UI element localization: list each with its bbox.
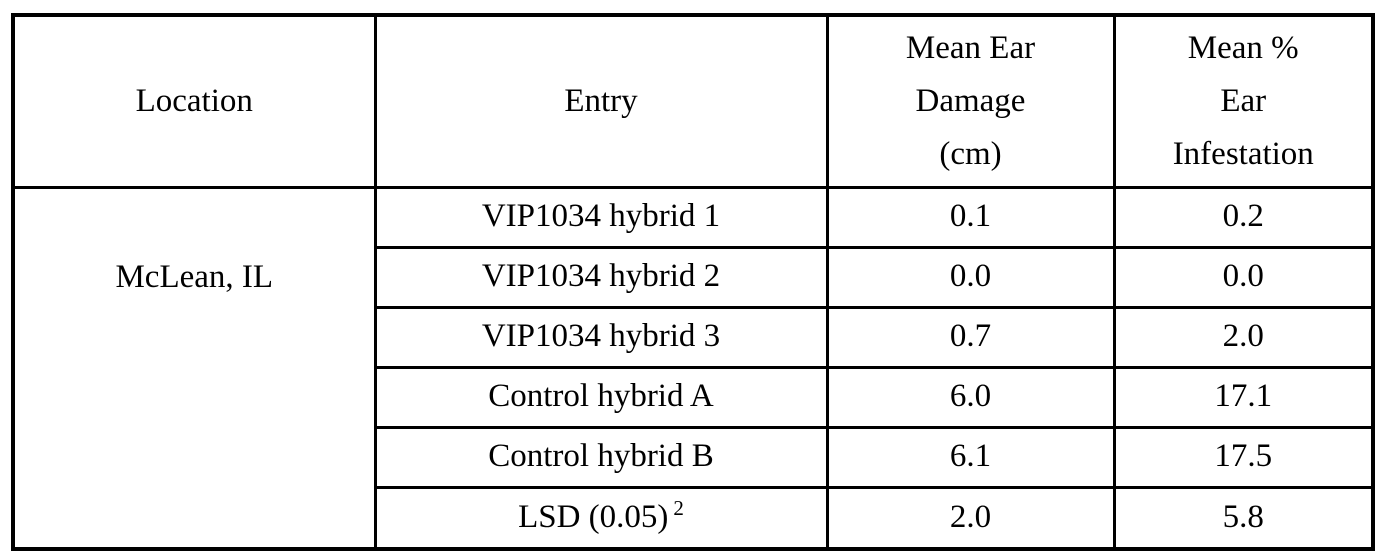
table-row: McLean, IL VIP1034 hybrid 1 0.1 0.2 <box>11 185 1375 551</box>
ear-damage-cell: 0.7 <box>825 305 1116 369</box>
header-line: Mean Ear <box>905 30 1036 67</box>
header-line: (cm) <box>939 135 1002 172</box>
ear-damage-cell: 0.1 <box>825 185 1116 249</box>
entry-cell: VIP1034 hybrid 2 <box>373 245 829 309</box>
ear-infestation-cell: 17.5 <box>1112 425 1375 489</box>
entry-cell: Control hybrid A <box>373 365 829 429</box>
column-header-entry: Entry <box>373 13 829 189</box>
header-line: Infestation <box>1172 135 1314 172</box>
header-line: Ear <box>1220 82 1267 119</box>
table-header-row: Location Entry Mean Ear Damage (cm) Mean… <box>11 13 1375 189</box>
column-header-ear-infestation: Mean % Ear Infestation <box>1112 13 1375 189</box>
ear-infestation-cell: 17.1 <box>1112 365 1375 429</box>
footnote-marker: 2 <box>673 496 684 521</box>
table-row: Control hybrid B 6.1 17.5 <box>13 425 1375 489</box>
ear-infestation-cell: 0.2 <box>1112 185 1375 249</box>
ear-damage-cell: 0.0 <box>825 245 1116 309</box>
table-row: Control hybrid A 6.0 17.1 <box>13 365 1375 429</box>
column-header-location: Location <box>11 13 377 189</box>
ear-infestation-cell: 0.0 <box>1112 245 1375 309</box>
table-row: LSD (0.05) 2 2.0 5.8 <box>13 485 1375 551</box>
table-row: VIP1034 hybrid 2 0.0 0.0 <box>13 245 1375 309</box>
entry-cell: VIP1034 hybrid 3 <box>373 305 829 369</box>
ear-damage-cell: 6.0 <box>825 365 1116 429</box>
ear-damage-cell: 6.1 <box>825 425 1116 489</box>
ear-infestation-cell: 5.8 <box>1112 485 1375 551</box>
entry-cell: VIP1034 hybrid 1 <box>373 185 829 249</box>
header-line: Mean % <box>1187 30 1299 67</box>
table-row: VIP1034 hybrid 3 0.7 2.0 <box>13 305 1375 369</box>
ear-infestation-cell: 2.0 <box>1112 305 1375 369</box>
ear-damage-cell: 2.0 <box>825 485 1116 551</box>
column-header-ear-damage: Mean Ear Damage (cm) <box>825 13 1116 189</box>
lsd-label: LSD (0.05) <box>518 499 669 536</box>
location-cell: McLean, IL <box>11 185 377 551</box>
header-line: Damage <box>915 82 1026 119</box>
results-table: Location Entry Mean Ear Damage (cm) Mean… <box>11 13 1375 551</box>
entry-cell: Control hybrid B <box>373 425 829 489</box>
entry-cell-lsd: LSD (0.05) 2 <box>373 485 829 551</box>
